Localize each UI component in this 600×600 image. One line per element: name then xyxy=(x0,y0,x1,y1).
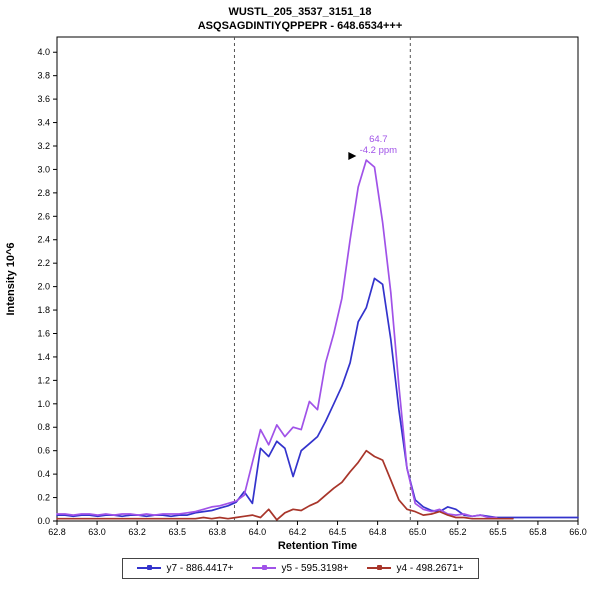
x-tick-label: 66.0 xyxy=(569,527,587,537)
chart-header: WUSTL_205_3537_3151_18 ASQSAGDINTIYQPPEP… xyxy=(0,0,600,33)
y-tick-label: 3.2 xyxy=(37,141,50,151)
y-tick-label: 1.6 xyxy=(37,328,50,338)
x-tick-label: 63.8 xyxy=(209,527,227,537)
y-tick-label: 3.8 xyxy=(37,71,50,81)
y-tick-label: 0.2 xyxy=(37,493,50,503)
x-tick-label: 64.8 xyxy=(369,527,387,537)
legend-line-sample-y4 xyxy=(366,565,391,570)
legend-label-y4: y4 - 498.2671+ xyxy=(396,562,464,574)
x-tick-label: 63.2 xyxy=(128,527,146,537)
y-tick-label: 2.6 xyxy=(37,211,50,221)
y-tick-label: 0.8 xyxy=(37,422,50,432)
y-axis-title: Intensity 10^6 xyxy=(5,242,17,315)
x-tick-label: 64.5 xyxy=(329,527,347,537)
x-tick-label: 64.2 xyxy=(289,527,307,537)
peak-ppm-label: -4.2 ppm xyxy=(360,145,398,156)
legend-label-y7: y7 - 886.4417+ xyxy=(166,562,234,574)
y-tick-label: 2.2 xyxy=(37,258,50,268)
chromatogram-plot[interactable]: 62.8 63.0 63.2 63.5 63.8 64.0 64.2 64.5 64.8 65.0… xyxy=(0,33,600,555)
y-tick-label: 3.0 xyxy=(37,164,50,174)
peak-rt-label: 64.7 xyxy=(369,134,388,145)
x-tick-label: 65.8 xyxy=(529,527,547,537)
y-tick-label: 0.0 xyxy=(37,516,50,526)
series-line-y4[interactable] xyxy=(56,449,514,521)
legend-item-y7: y7 - 886.4417+ xyxy=(136,562,234,574)
y-tick-label: 0.6 xyxy=(37,446,50,456)
y-tick-label: 1.4 xyxy=(37,352,50,362)
x-tick-label: 65.0 xyxy=(409,527,427,537)
legend-label-y5: y5 - 595.3198+ xyxy=(281,562,349,574)
legend-item-y5: y5 - 595.3198+ xyxy=(251,562,349,574)
y-tick-label: 2.8 xyxy=(37,188,50,198)
y-tick-label: 3.4 xyxy=(37,118,50,128)
y-tick-label: 4.0 xyxy=(37,47,50,57)
peak-pointer-icon xyxy=(348,152,357,161)
legend-line-sample-y5 xyxy=(251,565,276,570)
y-tick-label: 1.2 xyxy=(37,375,50,385)
legend-line-sample-y7 xyxy=(136,565,161,570)
legend-area: y7 - 886.4417+ y5 - 595.3198+ y4 - 498.2… xyxy=(0,556,600,579)
y-tick-label: 1.0 xyxy=(37,399,50,409)
x-tick-label: 63.0 xyxy=(88,527,106,537)
x-tick-label: 62.8 xyxy=(48,527,66,537)
x-tick-label: 65.5 xyxy=(489,527,507,537)
series-line-y5[interactable] xyxy=(56,159,498,519)
chart-subtitle: ASQSAGDINTIYQPPEPR - 648.6534+++ xyxy=(197,20,403,32)
x-axis-title: Retention Time xyxy=(278,540,357,552)
y-tick-label: 3.6 xyxy=(37,94,50,104)
x-tick-label: 65.2 xyxy=(449,527,467,537)
y-tick-label: 1.8 xyxy=(37,305,50,315)
legend-item-y4: y4 - 498.2671+ xyxy=(366,562,464,574)
x-tick-label: 64.0 xyxy=(249,527,267,537)
y-tick-label: 2.4 xyxy=(37,235,50,245)
y-tick-label: 2.0 xyxy=(37,282,50,292)
plot-frame xyxy=(56,36,579,522)
chart-title: WUSTL_205_3537_3151_18 xyxy=(228,6,372,18)
legend: y7 - 886.4417+ y5 - 595.3198+ y4 - 498.2… xyxy=(121,557,479,579)
y-tick-label: 0.4 xyxy=(37,469,50,479)
x-tick-label: 63.5 xyxy=(168,527,186,537)
